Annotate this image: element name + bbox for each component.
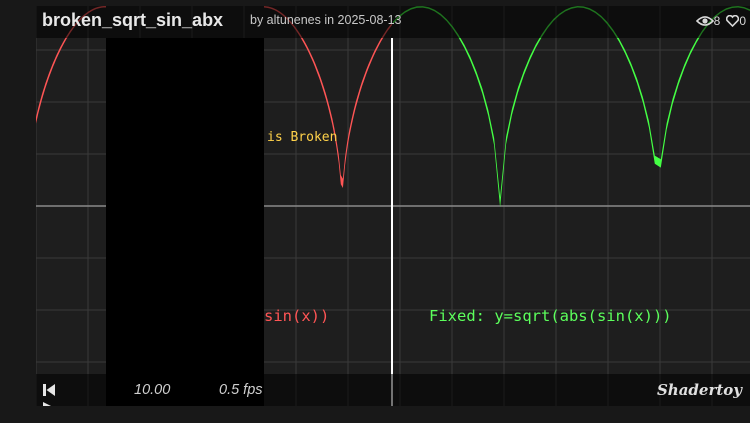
likes-count: 0	[739, 14, 746, 28]
rewind-icon[interactable]	[42, 383, 56, 397]
likes-counter[interactable]: 0	[726, 14, 746, 28]
playback-controls: 10.00 0.5 fps Shadertoy	[36, 374, 750, 406]
author-byline: by altunenes in 2025-08-13	[250, 13, 402, 27]
heart-icon[interactable]	[726, 15, 740, 27]
broken-formula-label: sin(x))	[264, 307, 330, 325]
title-bar: broken_sqrt_sin_abx by altunenes in 2025…	[36, 6, 750, 38]
shadertoy-logo[interactable]: Shadertoy	[656, 381, 742, 399]
broken-label: is Broken	[267, 130, 338, 145]
redaction-block	[106, 38, 264, 406]
fps-readout: 0.5 fps	[219, 382, 263, 398]
fixed-formula-label: Fixed: y=sqrt(abs(sin(x)))	[429, 307, 672, 325]
views-count: 8	[713, 14, 721, 28]
views-counter: 8	[695, 14, 721, 28]
shader-player[interactable]: is Broken sin(x)) Fixed: y=sqrt(abs(sin(…	[36, 6, 750, 406]
eye-icon	[695, 16, 714, 26]
play-icon[interactable]	[42, 402, 52, 406]
time-readout: 10.00	[134, 382, 171, 398]
shader-title[interactable]: broken_sqrt_sin_abx	[42, 10, 224, 30]
shader-stats: 8 0	[695, 14, 746, 28]
